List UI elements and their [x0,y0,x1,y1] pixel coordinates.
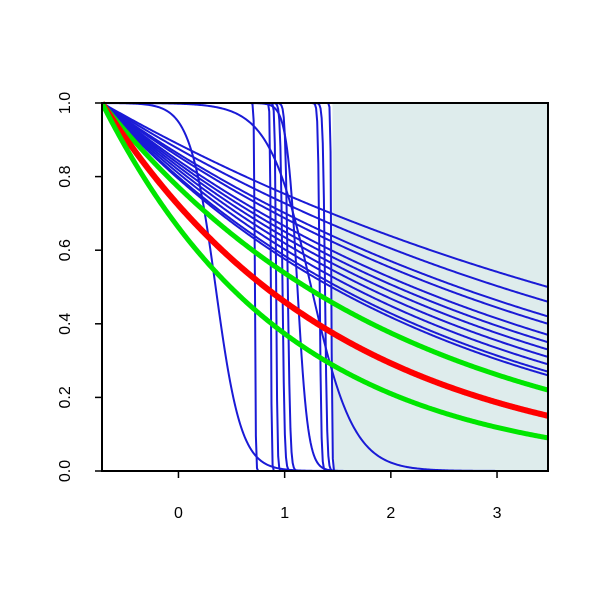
y-axis: 0.0 0.2 0.4 0.6 0.8 1.0 [57,92,102,482]
series-line-blue-21 [102,102,548,373]
y-tick-label: 0.8 [57,165,74,187]
y-tick-label: 0.6 [57,239,74,261]
series-line-blue-15 [102,102,548,325]
series-line-green-23 [102,101,548,393]
x-axis: 0 1 2 3 [174,471,502,522]
x-tick-label: 1 [280,505,289,522]
y-tick-label: 0.2 [57,386,74,408]
series-line-blue-18 [102,102,548,351]
series-line-blue-19 [102,102,548,358]
y-tick-label: 1.0 [57,92,74,114]
x-tick-label: 2 [386,505,395,522]
series-line-blue-13 [102,102,548,303]
x-tick-label: 0 [174,505,183,522]
series-line-blue-20 [102,102,548,366]
plot-frame [101,102,549,472]
x-tick-label: 3 [493,505,502,522]
series-line-green-25 [102,101,548,441]
series-line-blue-22 [102,102,548,377]
series-line-blue-14 [102,102,548,318]
y-tick-label: 0.0 [57,460,74,482]
series-line-blue-12 [102,102,548,288]
series-line-blue-16 [102,102,548,336]
series-line-blue-17 [102,102,548,344]
y-tick-label: 0.4 [57,313,74,335]
series-line-red-24 [102,101,548,419]
